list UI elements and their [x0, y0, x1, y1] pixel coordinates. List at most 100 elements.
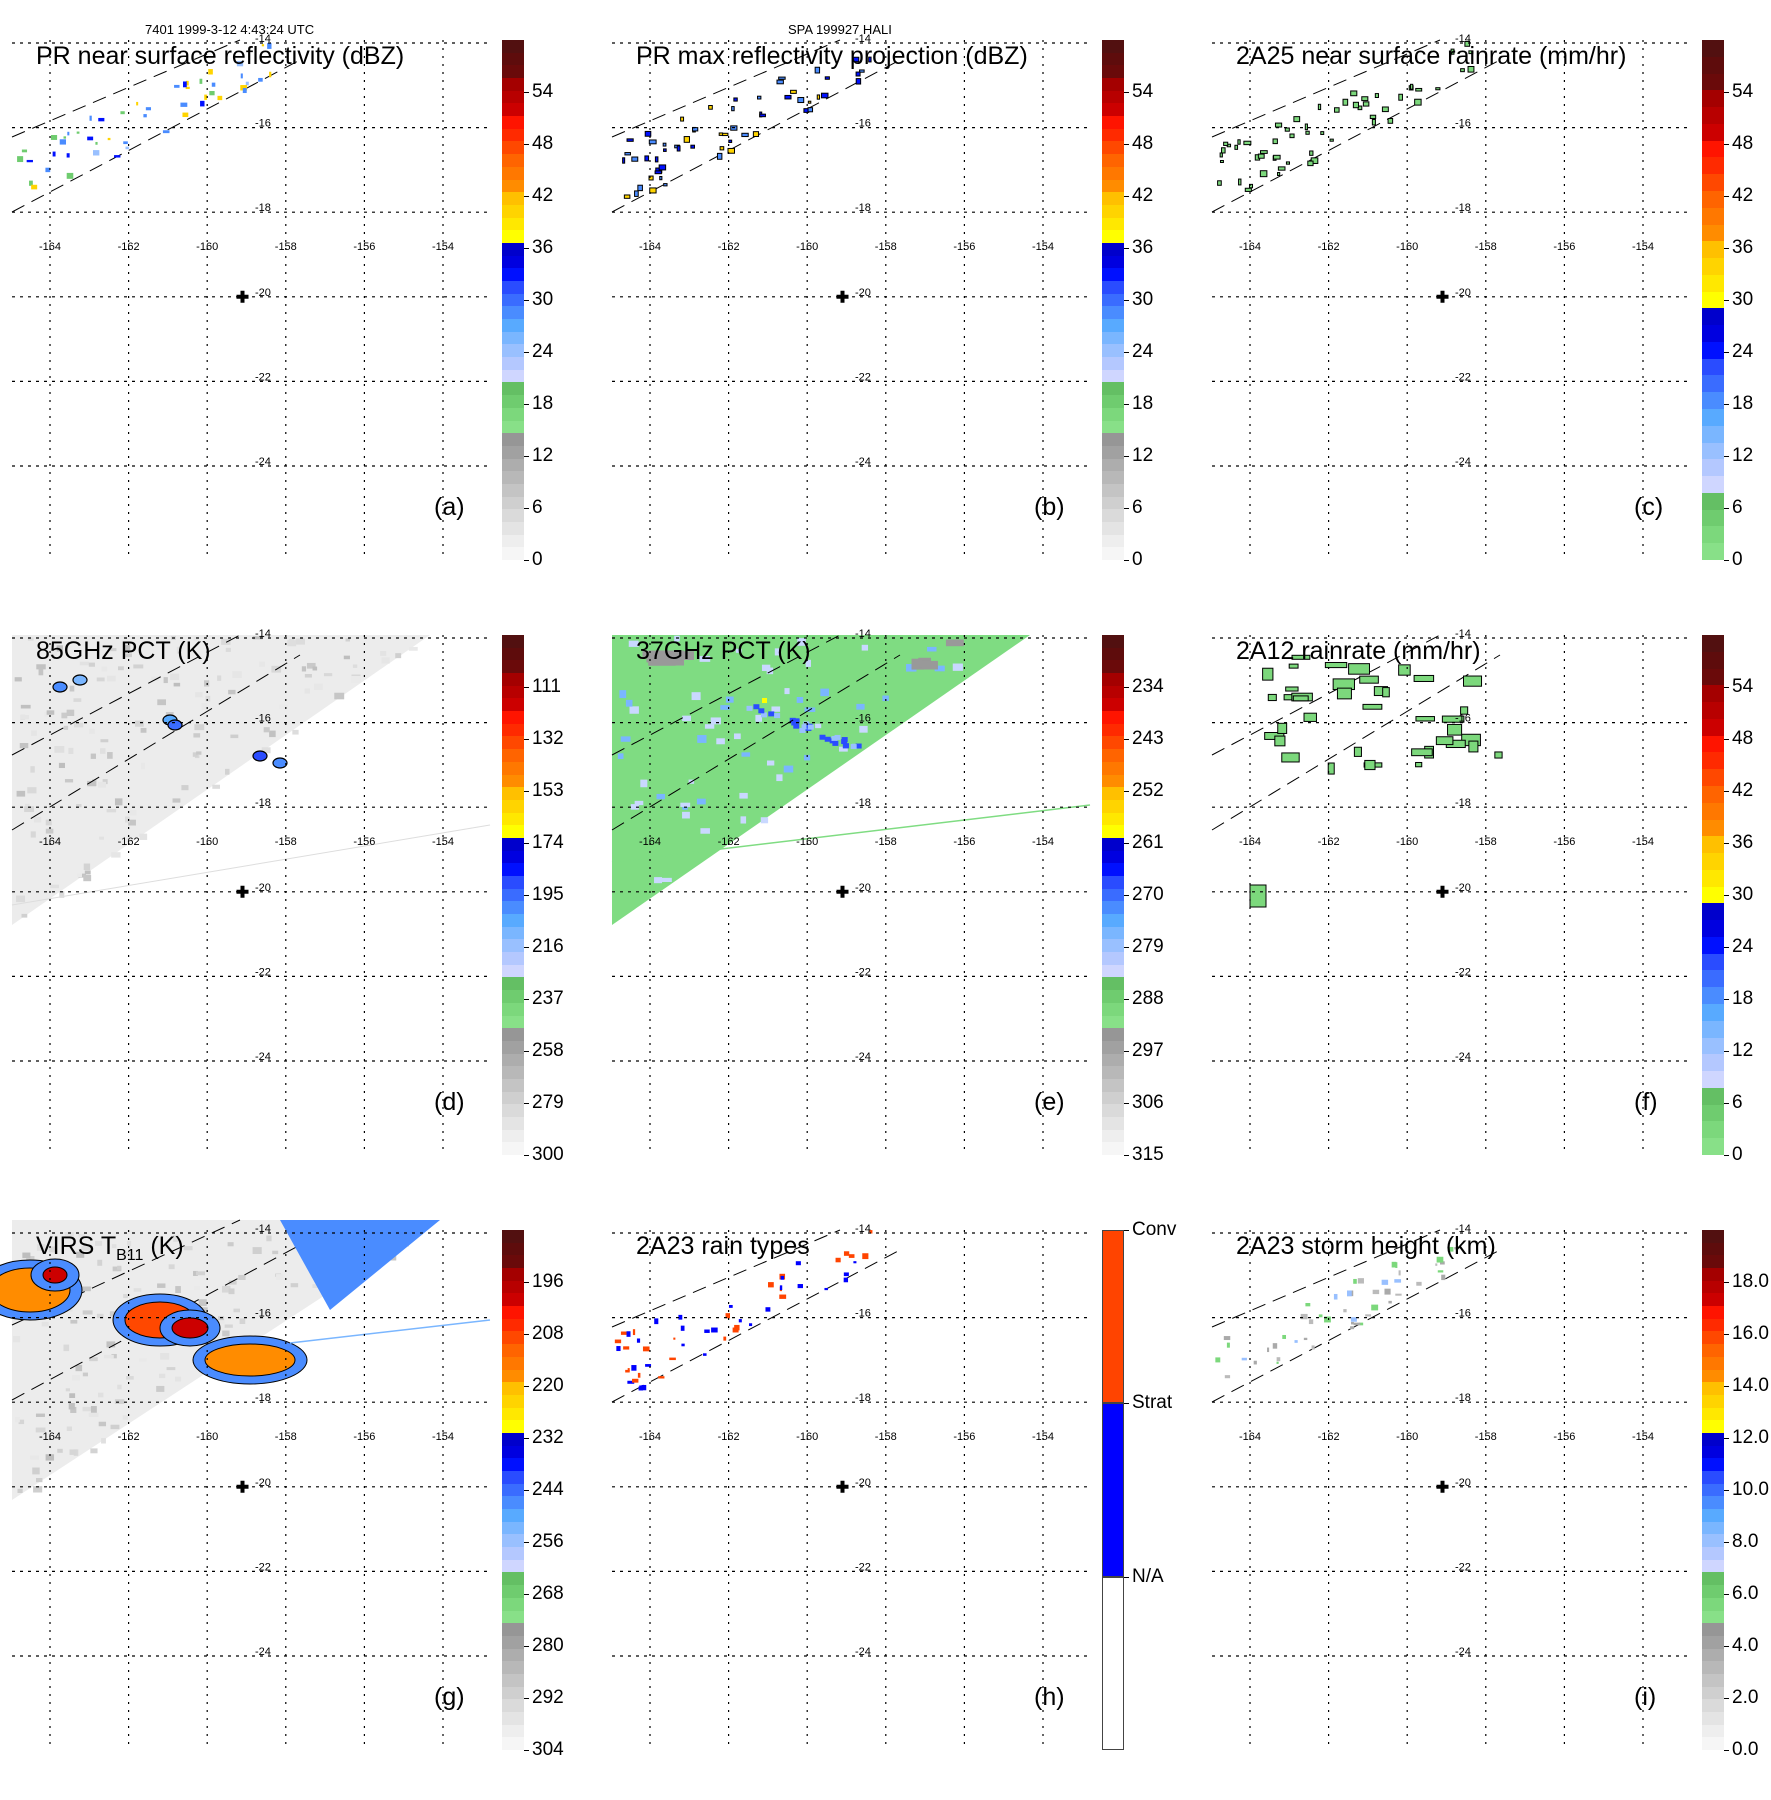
colorbar-segment	[502, 267, 524, 281]
colorbar-segment	[1702, 1521, 1724, 1535]
pixel	[831, 735, 838, 741]
colorbar-segment	[502, 1091, 524, 1105]
colorbar-segment	[502, 964, 524, 978]
pixel	[48, 1246, 56, 1253]
data-pixel	[1320, 131, 1325, 135]
colorbar-segment	[502, 356, 524, 370]
data-pixel	[1311, 1345, 1315, 1350]
panel-title-text: 2A23 rain types	[636, 1232, 810, 1260]
lon-tick-label: -160	[1396, 241, 1418, 253]
pixel	[834, 734, 841, 740]
pixel	[41, 1321, 49, 1327]
plus-icon	[836, 290, 849, 303]
colorbar-segment	[1102, 420, 1124, 434]
colorbar-segment	[1102, 204, 1124, 218]
header-storm-id: SPA 199927 HALI	[788, 22, 892, 37]
rain-blob	[1288, 663, 1299, 669]
data-pixel	[1388, 1300, 1392, 1304]
pixel	[111, 1353, 117, 1359]
colorbar-segment	[1702, 869, 1724, 887]
data-pixel	[1415, 87, 1423, 92]
lon-tick-label: -160	[796, 836, 818, 848]
pixel	[99, 836, 104, 840]
colorbar-segment	[502, 862, 524, 876]
colorbar-segment	[1702, 89, 1724, 108]
colorbar-tick-label: 12	[1723, 445, 1754, 466]
lat-tick-label: -14	[855, 1223, 871, 1235]
lat-tick-label: -24	[855, 456, 871, 468]
data-pixel	[1435, 87, 1441, 91]
colorbar-segment	[502, 799, 524, 813]
data-pixel	[768, 1282, 774, 1288]
data-pixel	[1308, 1319, 1314, 1325]
pixel	[279, 704, 289, 709]
data-pixel	[1260, 150, 1268, 154]
pixel	[805, 659, 811, 667]
data-pixel	[649, 187, 657, 194]
data-pixel	[1414, 98, 1422, 106]
data-pixel	[627, 1380, 635, 1384]
pixel	[304, 673, 312, 678]
data-pixel	[269, 71, 272, 78]
colorbar-tick-label: 6.0	[1723, 1583, 1759, 1604]
rain-blob	[1277, 722, 1288, 734]
colorbar	[1102, 39, 1124, 560]
data-pixel	[1460, 68, 1465, 73]
pixel	[89, 1357, 98, 1362]
pixel	[175, 1286, 181, 1294]
data-pixel	[678, 1314, 683, 1320]
lat-tick-label: -18	[255, 797, 271, 809]
colorbar-segment	[1702, 1394, 1724, 1408]
lon-tick-label: -160	[796, 1431, 818, 1443]
data-pixel	[734, 1324, 740, 1331]
data-pixel	[1371, 118, 1376, 126]
colorbar-segment	[1702, 1673, 1724, 1687]
colorbar-segment	[1702, 634, 1724, 652]
pixel	[128, 819, 136, 826]
colorbar-segment	[1702, 123, 1724, 141]
colorbar-tick-label: 292	[524, 1687, 564, 1708]
colorbar-segment	[502, 824, 524, 838]
plus-icon	[836, 885, 849, 898]
pixel	[64, 1232, 74, 1238]
colorbar-segment	[1102, 976, 1124, 991]
pixel	[50, 884, 60, 889]
colorbar-segment	[502, 179, 524, 193]
data-pixel	[67, 131, 70, 136]
colorbar-segment	[502, 343, 524, 358]
lat-tick-label: -20	[1455, 1477, 1471, 1489]
pixel	[212, 784, 220, 789]
colorbar-segment	[1102, 938, 1124, 953]
map-h: -164 -162 -160 -158 -156 -154 -14 -16 -18 -20 -22 -…	[611, 1223, 1090, 1750]
colorbar-tick-label: 18	[1723, 393, 1754, 414]
lon-tick-label: -156	[353, 836, 375, 848]
pixel	[168, 1264, 175, 1270]
colorbar-segment	[502, 989, 524, 1003]
data-pixel	[258, 77, 263, 82]
colorbar-segment	[1702, 953, 1724, 971]
data-pixel	[1334, 107, 1340, 113]
pixel	[19, 742, 29, 749]
lon-tick-label: -158	[275, 1431, 297, 1443]
rain-blob	[1398, 664, 1411, 676]
pixel	[35, 1427, 46, 1433]
colorbar-label: N/A	[1124, 1565, 1164, 1587]
lat-tick-label: -24	[855, 1051, 871, 1063]
pixel	[620, 736, 631, 742]
data-pixel	[21, 149, 28, 153]
colorbar-segment	[1702, 1724, 1724, 1738]
data-pixel	[107, 137, 111, 141]
pixel	[312, 666, 318, 671]
pixel	[38, 668, 44, 676]
pixel	[233, 1308, 241, 1313]
data-pixel	[645, 1364, 652, 1367]
pixel	[22, 1252, 31, 1259]
colorbar-segment	[502, 1508, 524, 1522]
colorbar-segment	[1102, 685, 1124, 699]
pixel	[106, 1341, 116, 1348]
colorbar-tick-label: 208	[524, 1323, 564, 1344]
colorbar-segment	[1702, 1419, 1724, 1433]
pixel	[183, 1246, 193, 1251]
swath-boundary-line	[1211, 59, 1501, 213]
data-pixel	[1381, 106, 1389, 113]
